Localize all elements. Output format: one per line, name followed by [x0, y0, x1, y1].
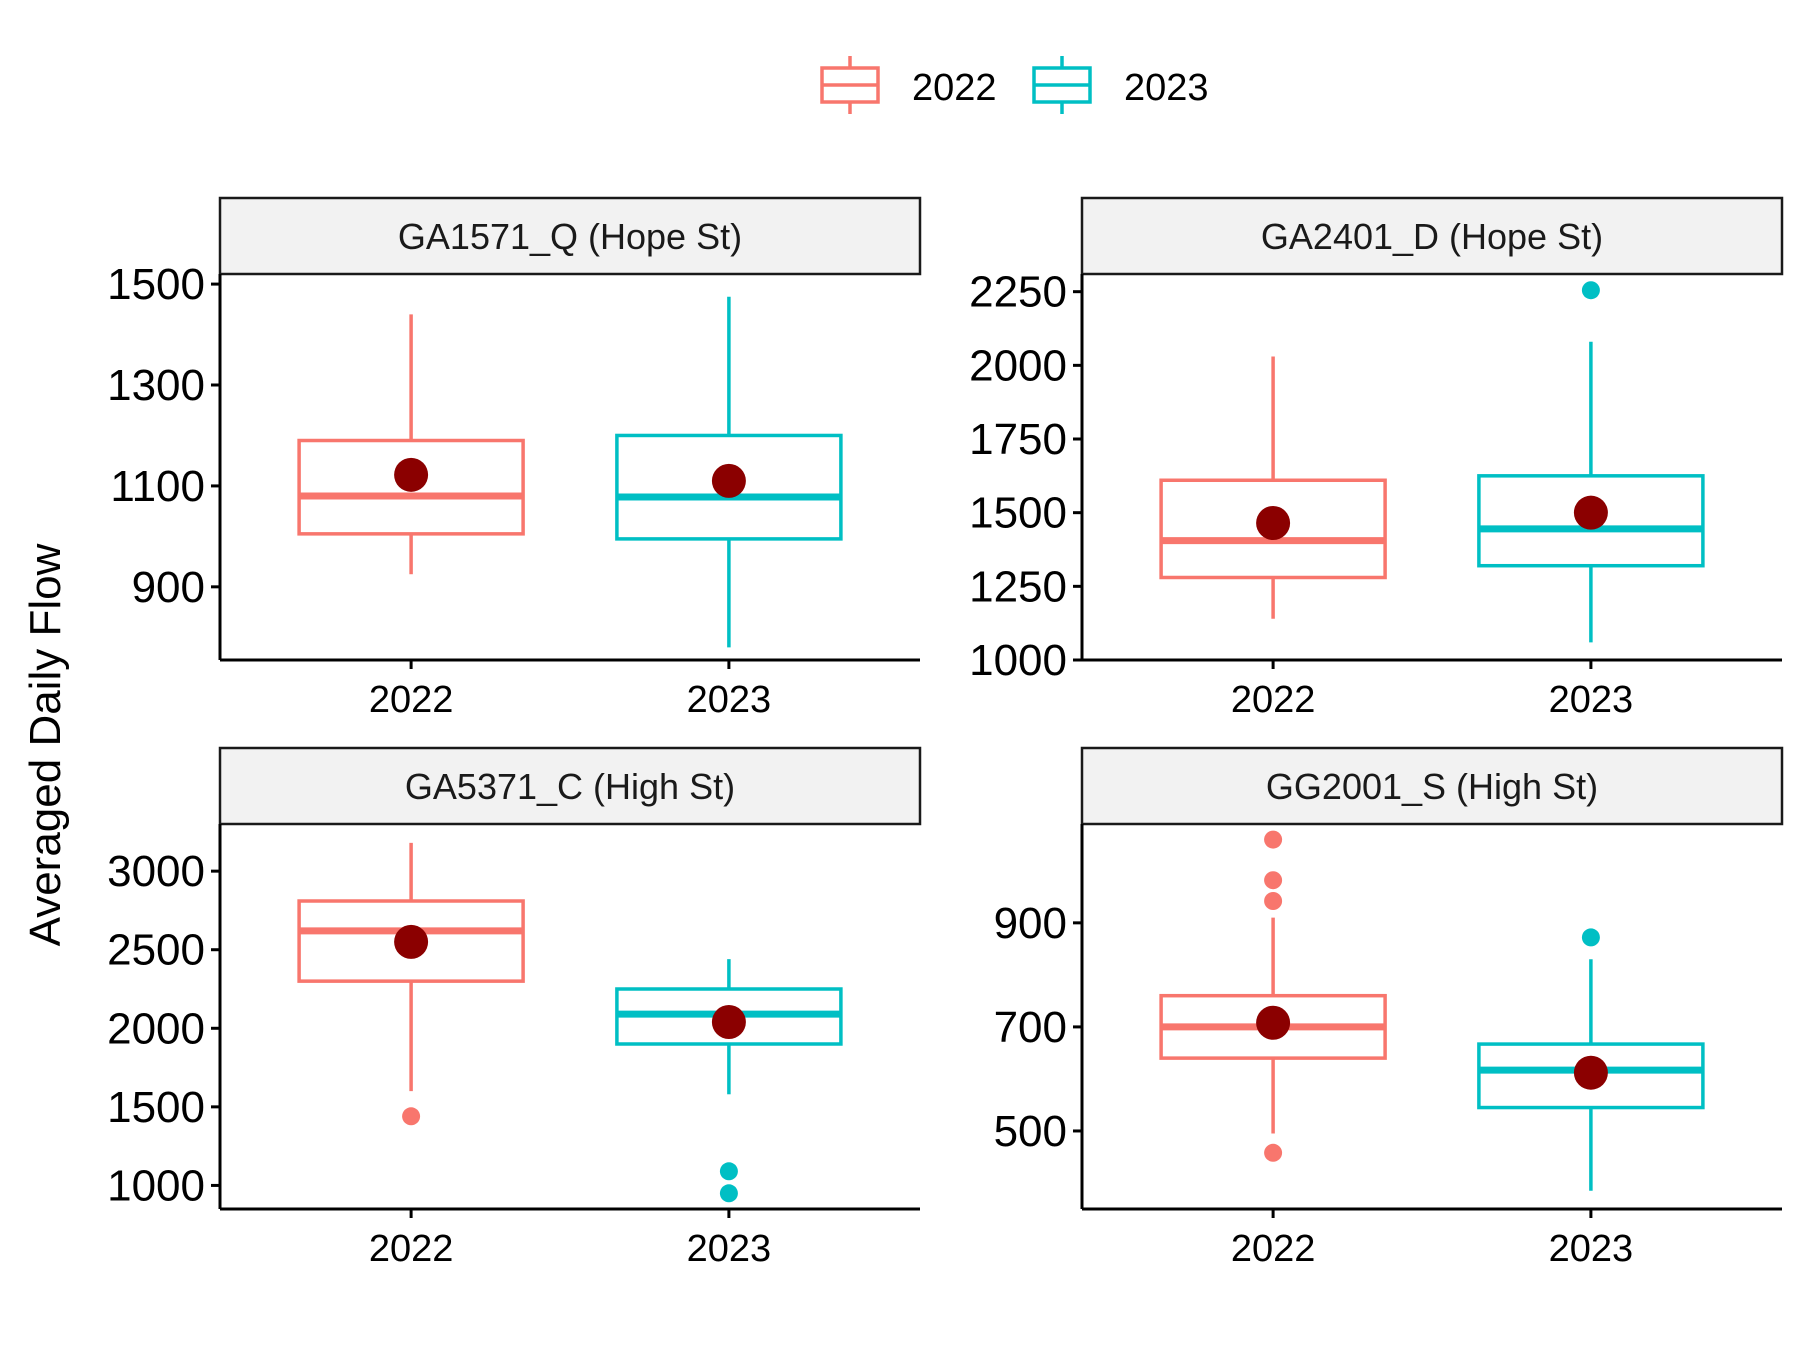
facet-panel-4: GG2001_S (High St) 500 700 900 2022 2023 — [994, 746, 1784, 1270]
x-tick-label: 2023 — [687, 1228, 772, 1270]
facet-title: GA2401_D (Hope St) — [1261, 216, 1603, 257]
x-tick-label: 2022 — [1231, 679, 1316, 721]
facet-panel-3: GA5371_C (High St) 1000 1500 2000 2500 3000 20… — [107, 746, 922, 1270]
box-2023 — [615, 959, 843, 1203]
iqr-box — [1477, 474, 1705, 568]
legend: 2022 2023 — [820, 56, 1209, 114]
box-2022 — [1159, 356, 1387, 619]
iqr-box — [297, 899, 525, 983]
box-2023 — [1477, 928, 1705, 1191]
x-tick-label: 2022 — [369, 679, 454, 721]
box-2022 — [297, 314, 525, 575]
y-tick-label: 3000 — [107, 847, 205, 896]
outlier-point — [719, 1184, 738, 1203]
x-tick-label: 2023 — [687, 679, 772, 721]
x-tick-label: 2022 — [1231, 1228, 1316, 1270]
outlier-point — [1264, 871, 1283, 890]
facet-panel-1: GA1571_Q (Hope St) 900 1100 1300 1500 2022 202… — [107, 196, 922, 721]
y-tick-label: 2500 — [107, 926, 205, 975]
facet-panels: GA1571_Q (Hope St) 900 1100 1300 1500 2022 202… — [107, 196, 1784, 1270]
legend-label: 2023 — [1124, 67, 1209, 109]
outlier-point — [719, 1162, 738, 1181]
mean-point — [1573, 1055, 1608, 1090]
y-tick-label: 2000 — [969, 341, 1067, 390]
y-tick-label: 900 — [132, 563, 205, 612]
facet-title: GG2001_S (High St) — [1266, 766, 1598, 807]
y-tick-label: 1500 — [969, 489, 1067, 538]
y-tick-label: 1750 — [969, 415, 1067, 464]
y-tick-label: 2000 — [107, 1004, 205, 1053]
outlier-point — [402, 1107, 421, 1126]
y-tick-label: 500 — [994, 1107, 1067, 1156]
iqr-box — [1477, 1042, 1705, 1110]
outlier-point — [1581, 928, 1600, 947]
facet-title: GA1571_Q (Hope St) — [398, 216, 742, 257]
y-tick-label: 1100 — [110, 462, 205, 511]
y-tick-label: 900 — [994, 899, 1067, 948]
y-tick-label: 1250 — [969, 562, 1067, 611]
box-2023 — [1477, 281, 1705, 643]
facet-title: GA5371_C (High St) — [405, 766, 735, 807]
facet-strip — [218, 746, 922, 826]
mean-point — [711, 463, 746, 498]
y-tick-label: 2250 — [969, 268, 1067, 317]
facet-strip — [218, 196, 922, 276]
mean-point — [394, 924, 429, 959]
mean-point — [394, 457, 429, 492]
legend-label: 2022 — [912, 67, 997, 109]
x-tick-label: 2022 — [369, 1228, 454, 1270]
y-tick-label: 1000 — [969, 636, 1067, 685]
facet-strip — [1080, 196, 1784, 276]
box-2022 — [1159, 830, 1387, 1162]
facet-strip — [1080, 746, 1784, 826]
y-tick-label: 1000 — [107, 1161, 205, 1210]
y-tick-label: 1500 — [107, 1083, 205, 1132]
box-2022 — [297, 842, 525, 1126]
outlier-point — [1581, 281, 1600, 300]
mean-point — [1256, 505, 1291, 540]
outlier-point — [1264, 830, 1283, 849]
y-tick-label: 700 — [994, 1003, 1067, 1052]
outlier-point — [1264, 1143, 1283, 1162]
x-tick-label: 2023 — [1549, 1228, 1634, 1270]
y-tick-label: 1300 — [107, 361, 205, 410]
iqr-box — [615, 433, 843, 541]
y-tick-label: 1500 — [107, 260, 205, 309]
legend-item-2022: 2022 — [820, 56, 997, 114]
legend-item-2023: 2023 — [1032, 56, 1209, 114]
facet-panel-2: GA2401_D (Hope St) 1000 1250 1500 1750 2000 22… — [969, 196, 1784, 721]
mean-point — [711, 1005, 746, 1039]
outlier-point — [1264, 892, 1283, 910]
mean-point — [1573, 495, 1608, 530]
iqr-box — [297, 438, 525, 536]
box-2023 — [615, 296, 843, 648]
mean-point — [1256, 1005, 1291, 1040]
iqr-box — [1159, 478, 1387, 580]
x-tick-label: 2023 — [1549, 679, 1634, 721]
y-axis-title: Averaged Daily Flow — [21, 543, 70, 946]
